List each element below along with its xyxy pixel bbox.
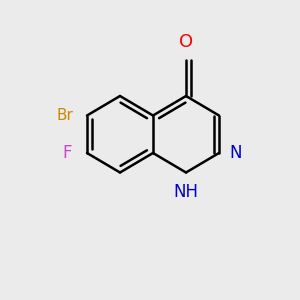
Text: Br: Br — [56, 108, 73, 123]
Text: N: N — [229, 144, 242, 162]
Text: NH: NH — [173, 183, 199, 201]
Text: F: F — [63, 144, 72, 162]
Text: O: O — [179, 33, 193, 51]
